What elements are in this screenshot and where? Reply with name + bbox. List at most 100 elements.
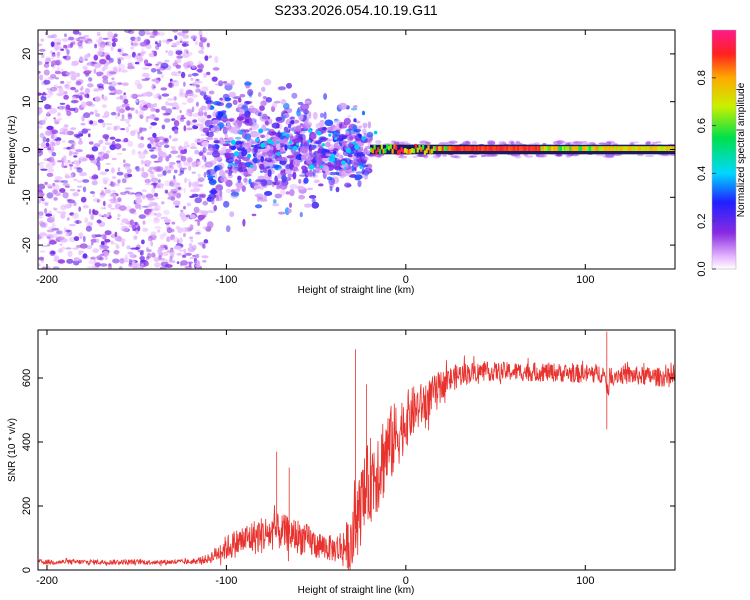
spectrogram-scatter-cell <box>277 173 282 180</box>
spectrogram-noise-cell <box>180 71 186 79</box>
spectrogram-noise-cell <box>75 244 82 248</box>
spectrogram-noise-cell <box>176 160 182 163</box>
spectrogram-scatter-cell <box>219 97 223 101</box>
spectrogram-scatter-cell <box>250 144 258 148</box>
spectrogram-noise-cell <box>142 128 146 132</box>
spectrogram-scatter-cell <box>322 126 327 131</box>
spectrogram-noise-cell <box>104 255 108 261</box>
spectrogram-scatter-cell <box>333 142 339 150</box>
spectrogram-noise-cell <box>47 35 55 39</box>
spectrogram-noise-cell <box>52 266 60 269</box>
spectrogram-carrier-cell <box>588 146 592 151</box>
spectrogram-noise-cell <box>118 205 127 211</box>
spectrogram-noise-cell <box>192 81 197 87</box>
spectrogram-noise-cell <box>159 266 167 269</box>
spectrogram-carrier-cell <box>402 148 405 154</box>
spectrogram-noise-cell <box>78 250 82 256</box>
spectrogram-noise-cell <box>187 178 191 182</box>
spectrogram-carrier-cell <box>592 146 595 151</box>
spectrogram-carrier-cell <box>642 146 645 151</box>
spectrogram-noise-cell <box>135 94 144 97</box>
spectrogram-noise-cell <box>42 119 46 125</box>
spectrogram-noise-cell <box>180 117 186 120</box>
spectrogram-noise-cell <box>99 171 107 176</box>
spectrogram-noise-cell <box>199 194 206 199</box>
spectrogram-noise-cell <box>94 109 98 114</box>
spectrogram-noise-cell <box>87 221 93 225</box>
spectrogram-carrier-cell <box>389 144 392 149</box>
spectrogram-scatter-cell <box>300 154 307 161</box>
spectrogram-scatter-cell <box>224 152 231 159</box>
spectrogram-noise-cell <box>116 182 120 187</box>
spectrogram-carrier-cell <box>535 146 538 151</box>
spectrogram-noise-cell <box>110 111 117 116</box>
spectrogram-noise-cell <box>123 137 129 143</box>
spectrogram-scatter-cell <box>306 187 314 191</box>
spectrogram-carrier-cell <box>477 146 480 151</box>
spectrogram-noise-cell <box>93 68 97 74</box>
spectrogram-noise-cell <box>191 161 197 168</box>
spectrogram-scatter-cell <box>354 174 363 180</box>
spectrogram-noise-cell <box>117 112 120 117</box>
spectrogram-scatter-cell <box>319 136 327 143</box>
spectrogram-noise-cell <box>179 88 185 93</box>
spectrogram-xtick-label: -200 <box>36 274 58 286</box>
snr-clip <box>38 331 675 570</box>
spectrogram-noise-cell <box>175 182 181 186</box>
spectrogram-noise-cell <box>200 133 206 137</box>
spectrogram-noise-cell <box>117 48 122 53</box>
spectrogram-noise-cell <box>81 158 88 162</box>
spectrogram-noise-cell <box>91 146 99 152</box>
spectrogram-noise-cell <box>38 92 42 96</box>
colorbar-tick-label: 0.2 <box>696 214 708 229</box>
spectrogram-noise-cell <box>109 193 117 198</box>
spectrogram-noise-cell <box>73 151 79 155</box>
spectrogram-noise-cell <box>195 160 203 163</box>
spectrogram-noise-cell <box>38 125 43 129</box>
spectrogram-noise-cell <box>157 156 163 163</box>
spectrogram-bright-cell <box>292 146 298 151</box>
spectrogram-noise-cell <box>70 86 76 91</box>
snr-xtick-label: -100 <box>215 575 237 587</box>
spectrogram-noise-cell <box>60 80 65 84</box>
spectrogram-noise-cell <box>39 161 45 165</box>
spectrogram-noise-cell <box>196 68 203 72</box>
spectrogram-noise-cell <box>186 89 194 97</box>
spectrogram-scatter-cell <box>212 119 220 125</box>
spectrogram-scatter-cell <box>282 178 286 183</box>
spectrogram-noise-cell <box>90 238 98 243</box>
spectrogram-scatter-cell <box>317 148 322 154</box>
spectrogram-noise-cell <box>153 94 158 99</box>
spectrogram-scatter-cell <box>349 136 354 141</box>
spectrogram-scatter-cell <box>264 145 270 152</box>
spectrogram-carrier-cell <box>434 146 437 151</box>
spectrogram-noise-cell <box>188 165 192 171</box>
spectrogram-scatter-cell <box>289 189 295 197</box>
spectrogram-noise-cell <box>178 173 182 176</box>
spectrogram-noise-cell <box>130 93 137 99</box>
spectrogram-noise-cell <box>102 145 107 151</box>
spectrogram-carrier-cell <box>662 146 665 151</box>
spectrogram-noise-cell <box>151 187 156 194</box>
spectrogram-carrier-halo <box>448 140 458 144</box>
spectrogram-scatter-cell <box>260 134 266 139</box>
spectrogram-noise-cell <box>141 227 149 232</box>
spectrogram-noise-cell <box>150 107 154 113</box>
spectrogram-scatter-cell <box>235 181 244 189</box>
spectrogram-scatter-cell <box>272 203 280 207</box>
colorbar-ticks: 0.0 0.2 0.4 0.6 0.8 <box>696 70 716 277</box>
spectrogram-noise-cell <box>98 214 103 217</box>
spectrogram-noise-cell <box>157 136 165 140</box>
spectrogram-carrier-cell <box>630 146 633 151</box>
spectrogram-noise-cell <box>176 58 182 64</box>
spectrogram-scatter-cell <box>215 194 219 202</box>
spectrogram-noise-cell <box>166 236 171 243</box>
spectrogram-noise-cell <box>96 161 101 167</box>
spectrogram-ytick-label: 20 <box>21 48 33 60</box>
spectrogram-carrier-cell <box>649 146 653 151</box>
spectrogram-carrier-cell <box>380 144 383 150</box>
spectrogram-carrier-cell <box>623 146 626 151</box>
snr-axes: -200 -100 0 100 0 200 400 600 <box>21 330 675 587</box>
spectrogram-noise-cell <box>88 133 91 138</box>
